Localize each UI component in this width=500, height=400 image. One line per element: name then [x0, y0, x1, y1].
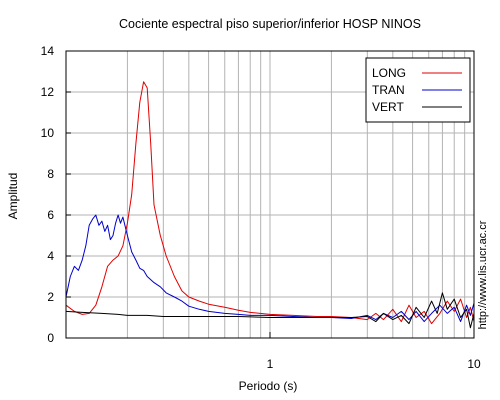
watermark-url: http://www.lis.ucr.ac.cr [477, 220, 489, 329]
y-tick-label: 10 [41, 126, 55, 140]
legend: LONG TRAN VERT [365, 57, 471, 123]
x-axis-label: Periodo (s) [239, 379, 298, 393]
y-tick-label: 0 [47, 331, 54, 345]
y-tick-label: 14 [41, 44, 55, 58]
chart-title: Cociente espectral piso superior/inferio… [119, 17, 421, 31]
y-tick-label: 12 [41, 85, 55, 99]
series-line-tran [65, 214, 475, 323]
series-line-vert [65, 292, 475, 329]
legend-label-vert: VERT [372, 100, 404, 114]
legend-label-long: LONG [372, 66, 406, 80]
x-tick-label: 1 [267, 357, 274, 371]
y-tick-label: 4 [47, 249, 54, 263]
y-tick-label: 2 [47, 290, 54, 304]
y-tick-label: 6 [47, 208, 54, 222]
legend-label-tran: TRAN [372, 83, 405, 97]
x-axis-ticks: 1 10 [267, 332, 481, 371]
series-line-long [65, 81, 475, 325]
y-axis-label: Amplitud [6, 173, 20, 220]
series-lines [65, 81, 475, 329]
y-axis-ticks: 0 2 4 6 8 10 12 14 [41, 44, 71, 345]
y-tick-label: 8 [47, 167, 54, 181]
x-tick-label: 10 [467, 357, 481, 371]
